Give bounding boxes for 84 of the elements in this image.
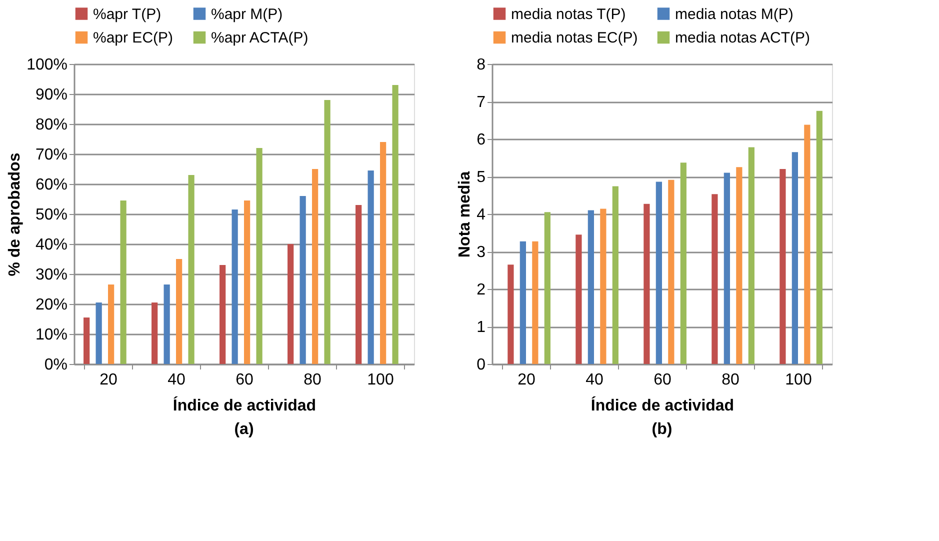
y-axis-title: % de aprobados — [6, 152, 24, 276]
y-tick-label: 1 — [476, 319, 486, 336]
x-tick-label: 20 — [100, 372, 118, 388]
bar — [300, 196, 306, 364]
x-tick-label: 40 — [168, 372, 186, 388]
bar — [368, 170, 374, 364]
bar — [724, 172, 730, 364]
bar — [288, 244, 294, 364]
bar — [84, 318, 90, 364]
bar — [508, 264, 514, 364]
bar — [176, 259, 182, 364]
bar — [804, 124, 810, 364]
x-tick-label: 60 — [236, 372, 254, 388]
bar — [324, 100, 330, 364]
y-tick-label: 0 — [476, 356, 486, 374]
y-tick-label: 90% — [35, 86, 68, 104]
y-tick-label: 6 — [476, 132, 486, 148]
text: (a) — [234, 421, 254, 438]
bar — [588, 210, 594, 364]
y-tick-label: 0% — [44, 356, 68, 374]
bar — [108, 284, 114, 364]
y-tick-label: 30% — [35, 266, 68, 284]
x-tick-label: 100 — [785, 372, 812, 388]
bar — [312, 169, 318, 364]
bar — [392, 85, 398, 364]
y-tick-label: 50% — [35, 206, 68, 224]
legend-label: %apr ACTA(P) — [211, 30, 308, 46]
bar — [748, 147, 754, 364]
y-tick-label: 4 — [476, 206, 486, 224]
bar — [120, 200, 126, 364]
y-tick-label: 10% — [35, 326, 68, 344]
y-tick-label: 2 — [476, 282, 486, 298]
bar — [356, 205, 362, 364]
y-tick-label: 40% — [35, 236, 68, 254]
bar — [164, 284, 170, 364]
bar — [712, 194, 718, 364]
legend-label: media notas M(P) — [675, 6, 794, 23]
x-axis-title: Índice de actividad — [172, 396, 316, 414]
x-axis-title: Índice de actividad — [590, 396, 734, 414]
bar — [736, 167, 742, 364]
x-tick-label: 40 — [586, 372, 604, 388]
legend-label: %apr T(P) — [93, 6, 162, 23]
text: (b) — [652, 421, 672, 438]
bar — [188, 175, 194, 364]
legend-label: media notas ACT(P) — [675, 30, 810, 46]
y-tick-label: 100% — [26, 56, 68, 74]
bar — [544, 212, 550, 364]
x-tick-label: 80 — [304, 372, 322, 388]
legend-label: media notas T(P) — [511, 6, 626, 23]
bar — [816, 110, 822, 364]
bar — [532, 241, 538, 364]
bar — [380, 142, 386, 364]
y-tick-label: 8 — [476, 56, 486, 74]
bar — [152, 302, 158, 364]
y-tick-label: 70% — [35, 146, 68, 164]
bar — [220, 265, 226, 364]
legend-label: media notas EC(P) — [511, 30, 638, 46]
bar — [520, 241, 526, 364]
y-tick-label: 7 — [476, 94, 486, 111]
y-axis-title: Nota media — [456, 171, 474, 258]
bar — [792, 152, 798, 364]
bar — [96, 302, 102, 364]
x-tick-label: 60 — [654, 372, 672, 388]
y-tick-label: 3 — [476, 244, 486, 261]
bar — [656, 182, 662, 364]
bar — [644, 204, 650, 364]
y-tick-label: 20% — [35, 296, 68, 314]
legend-label: %apr EC(P) — [93, 30, 174, 46]
x-tick-label: 80 — [722, 372, 740, 388]
y-tick-label: 60% — [35, 176, 68, 194]
bar — [680, 162, 686, 364]
y-tick-label: 80% — [35, 116, 68, 134]
x-tick-label: 100 — [367, 372, 394, 388]
bar — [576, 234, 582, 364]
bar — [256, 148, 262, 364]
bar — [600, 208, 606, 364]
bar — [780, 169, 786, 364]
bar — [244, 200, 250, 364]
bar — [612, 186, 618, 364]
x-tick-label: 20 — [518, 372, 536, 388]
bar — [668, 180, 674, 364]
y-tick-label: 5 — [476, 169, 486, 186]
bar — [232, 210, 238, 364]
legend-label: %apr M(P) — [211, 6, 283, 23]
